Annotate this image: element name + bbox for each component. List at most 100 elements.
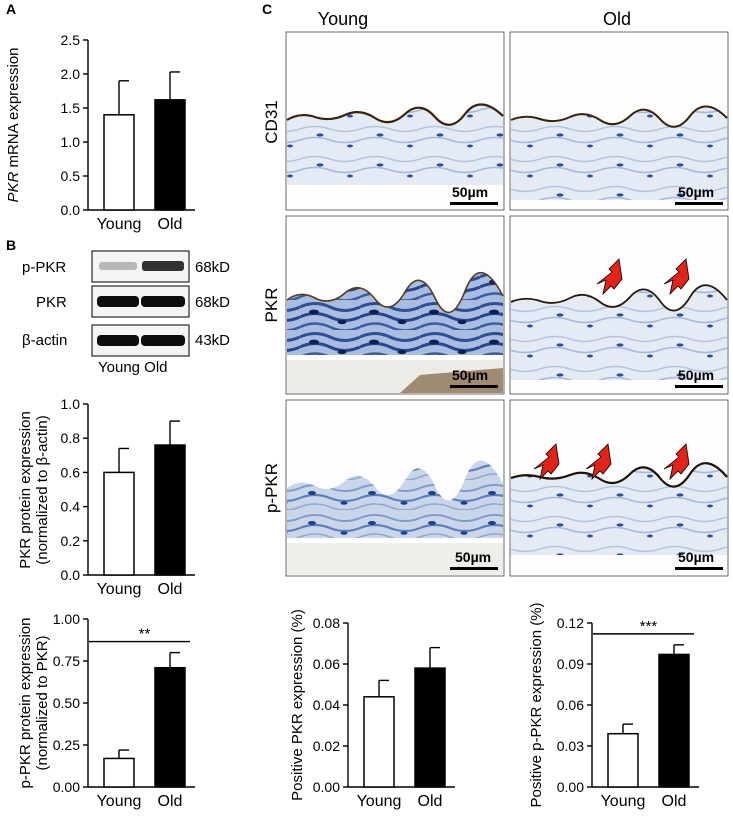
y-tick-label: 0.03 bbox=[557, 738, 584, 754]
y-axis-label-secondary: (normalized to β-actin) bbox=[34, 415, 51, 565]
bar-old bbox=[154, 444, 186, 576]
y-tick-label: 0.6 bbox=[61, 464, 81, 480]
blot-row-label: β-actin bbox=[22, 332, 67, 349]
scale-bar-label: 50µm bbox=[678, 367, 714, 383]
bar-old bbox=[414, 667, 446, 788]
micrograph-cd31-young: 50µm bbox=[285, 31, 505, 211]
y-tick-label: 0.4 bbox=[61, 499, 81, 515]
y-tick-label: 0.06 bbox=[557, 697, 584, 713]
y-axis-label: PKR mRNA expression bbox=[5, 47, 22, 202]
category-label: Young bbox=[97, 793, 142, 810]
panel-letter-c: C bbox=[262, 1, 272, 17]
bar-young bbox=[103, 471, 135, 576]
y-tick-label: 0.50 bbox=[53, 695, 80, 711]
chart-positive-ppkr: 0.00 0.03 0.06 0.09 0.12 Young Old *** Positive … bbox=[528, 602, 699, 810]
blot-row-ppkr: p-PKR 68kD bbox=[22, 250, 230, 283]
bar-young bbox=[363, 696, 395, 788]
blot-band-young bbox=[99, 262, 137, 270]
scale-bar-label: 50µm bbox=[678, 184, 714, 200]
y-tick-label: 2.5 bbox=[61, 32, 81, 48]
blot-band-old bbox=[141, 296, 185, 307]
bar-old bbox=[154, 666, 186, 788]
category-label: Young bbox=[601, 793, 646, 810]
y-tick-label: 0.8 bbox=[61, 430, 81, 446]
y-tick-label: 1.0 bbox=[61, 396, 81, 412]
panel-letter-b: B bbox=[6, 237, 16, 253]
y-tick-label: 0.04 bbox=[313, 697, 340, 713]
y-axis-label-secondary: (normalized to PKR) bbox=[34, 635, 51, 770]
column-header-young: Young bbox=[318, 9, 368, 29]
category-label: Old bbox=[158, 793, 183, 810]
y-tick-label: 1.00 bbox=[53, 611, 80, 627]
category-label: Old bbox=[418, 793, 443, 810]
bar-young bbox=[607, 732, 639, 788]
blot-size-label: 68kD bbox=[195, 294, 230, 311]
blot-size-label: 68kD bbox=[195, 259, 230, 276]
y-tick-label: 0.0 bbox=[61, 567, 81, 583]
chart-pkr-protein: 0.0 0.2 0.4 0.6 0.8 1.0 Young Old PKR protein ex… bbox=[17, 396, 195, 598]
y-tick-label: 0.2 bbox=[61, 533, 81, 549]
significance-label: *** bbox=[640, 618, 658, 635]
y-tick-label: 1.0 bbox=[61, 134, 81, 150]
blot-band-young bbox=[97, 296, 139, 307]
y-tick-label: 0.12 bbox=[557, 615, 584, 631]
chart-ppkr-protein: 0.00 0.25 0.50 0.75 1.00 Young Old ** p-PKR prot… bbox=[17, 611, 195, 810]
panel-letter-a: A bbox=[6, 1, 16, 17]
blot-band-old bbox=[141, 335, 185, 346]
arrow-icon bbox=[596, 258, 623, 296]
blot-row-label: PKR bbox=[36, 294, 67, 311]
category-label: Young bbox=[97, 216, 142, 233]
y-tick-label: 0.0 bbox=[61, 202, 81, 218]
y-tick-label: 0.75 bbox=[53, 653, 80, 669]
category-label: Old bbox=[158, 216, 183, 233]
micrograph-ppkr-young: 50µm bbox=[285, 399, 505, 577]
arrow-icon bbox=[533, 443, 560, 481]
y-tick-label: 0.02 bbox=[313, 738, 340, 754]
y-axis-label: PKR protein expression bbox=[17, 411, 34, 569]
arrow-icon bbox=[663, 443, 690, 481]
y-tick-label: 0.00 bbox=[53, 779, 80, 795]
y-tick-label: 2.0 bbox=[61, 66, 81, 82]
scale-bar-label: 50µm bbox=[678, 549, 714, 565]
y-tick-label: 0.08 bbox=[313, 615, 340, 631]
micrograph-pkr-young: 50µm bbox=[285, 215, 505, 395]
micrograph-pkr-old: 50µm bbox=[509, 215, 729, 395]
bar-young bbox=[103, 114, 135, 211]
arrow-icon bbox=[585, 443, 612, 481]
micrograph-ppkr-old: 50µm bbox=[509, 399, 729, 577]
scale-bar-label: 50µm bbox=[452, 184, 488, 200]
y-tick-label: 0.00 bbox=[557, 779, 584, 795]
y-axis-label: p-PKR protein expression bbox=[17, 618, 34, 789]
chart-pkr-mrna: 0.0 0.5 1.0 1.5 2.0 2.5 Young Old PKR mRNA expre… bbox=[5, 32, 195, 233]
category-label: Old bbox=[158, 581, 183, 598]
significance-label: ** bbox=[139, 626, 151, 643]
blot-row-actin: β-actin 43kD bbox=[22, 324, 230, 357]
category-label: Young bbox=[97, 581, 142, 598]
blot-size-label: 43kD bbox=[195, 332, 230, 349]
y-axis-label: Positive PKR expression (%) bbox=[289, 609, 306, 801]
row-label-cd31: CD31 bbox=[262, 100, 281, 143]
row-label-ppkr: p-PKR bbox=[262, 463, 281, 513]
western-blot: p-PKR 68kD PKR 68kD β-actin 43kD Young O… bbox=[22, 250, 230, 376]
scale-bar-label: 50µm bbox=[452, 367, 488, 383]
micrograph-cd31-old: 50µm bbox=[509, 31, 729, 211]
arrow-icon bbox=[663, 258, 690, 296]
y-tick-label: 1.5 bbox=[61, 100, 81, 116]
histology-grid: Young Old CD31 PKR p-PKR 50µm 50µm bbox=[262, 9, 729, 577]
bar-young bbox=[103, 757, 135, 788]
y-tick-label: 0.5 bbox=[61, 168, 81, 184]
category-label: Young bbox=[357, 793, 402, 810]
category-label: Old bbox=[662, 793, 687, 810]
scale-bar-label: 50µm bbox=[455, 549, 491, 565]
y-tick-label: 0.25 bbox=[53, 737, 80, 753]
blot-row-pkr: PKR 68kD bbox=[36, 285, 230, 318]
y-axis-label: Positive p-PKR expression (%) bbox=[528, 602, 545, 807]
row-label-pkr: PKR bbox=[262, 288, 281, 323]
blot-lanes-label: Young Old bbox=[98, 359, 168, 376]
y-tick-label: 0.06 bbox=[313, 656, 340, 672]
blot-band-young bbox=[97, 335, 139, 346]
blot-row-label: p-PKR bbox=[22, 259, 66, 276]
column-header-old: Old bbox=[603, 9, 631, 29]
blot-band-old bbox=[142, 261, 184, 271]
